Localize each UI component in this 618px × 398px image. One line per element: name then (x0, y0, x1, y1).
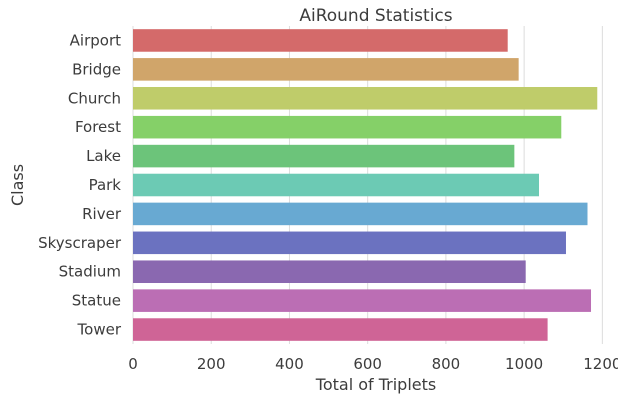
x-tick-label: 600 (353, 355, 382, 373)
bar-church (133, 86, 598, 110)
y-tick-label: Skyscraper (38, 234, 122, 252)
bar-park (133, 173, 539, 197)
bar-airport (133, 29, 508, 52)
x-tick-label: 1000 (505, 355, 543, 373)
y-tick-label: Forest (75, 118, 121, 136)
y-tick-label: Tower (77, 321, 122, 339)
y-tick-label: River (82, 205, 122, 223)
x-tick-label: 0 (128, 355, 138, 373)
y-tick-label: Church (68, 89, 121, 107)
bar-bridge (133, 58, 519, 81)
x-tick-labels: 0 200 400 600 800 1000 1200 (128, 355, 618, 373)
y-tick-label: Statue (72, 292, 121, 310)
x-tick-label: 200 (197, 355, 226, 373)
bar-stadium (133, 260, 526, 284)
bar-skyscraper (133, 231, 566, 255)
y-tick-labels: Airport Bridge Church Forest Lake Park River Sk… (38, 31, 122, 338)
bar-statue (133, 289, 592, 312)
y-tick-label: Bridge (72, 60, 121, 78)
chart-title: AiRound Statistics (299, 6, 452, 26)
y-tick-label: Lake (86, 147, 121, 165)
bar-forest (133, 115, 562, 139)
bar-tower (133, 318, 548, 341)
x-axis-label: Total of Triplets (315, 375, 436, 394)
x-tick-label: 400 (275, 355, 304, 373)
bar-river (133, 202, 588, 226)
bars (133, 29, 598, 341)
y-tick-label: Stadium (59, 263, 121, 281)
bar-lake (133, 144, 515, 168)
y-tick-label: Park (89, 176, 122, 194)
y-tick-label: Airport (70, 31, 121, 49)
x-tick-label: 1200 (583, 355, 618, 373)
x-tick-label: 800 (432, 355, 461, 373)
y-axis-label: Class (8, 164, 27, 206)
